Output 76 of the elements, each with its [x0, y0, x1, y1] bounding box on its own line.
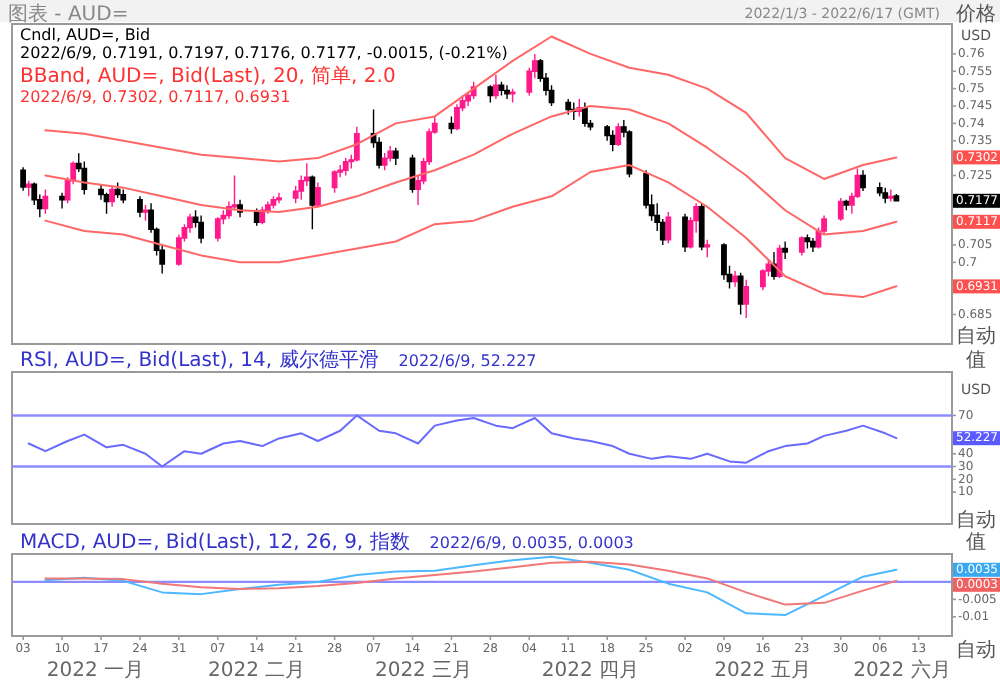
candlestick: [114, 181, 121, 199]
x2-tick-label: 2022 一月: [46, 660, 145, 680]
candlestick: [342, 157, 349, 177]
candlestick: [582, 101, 588, 128]
candlestick: [231, 174, 238, 211]
candlestick: [798, 235, 805, 257]
candlestick: [331, 169, 338, 194]
candlestick: [704, 239, 711, 258]
chart-subtitle: 2022/6/9, 0.0035, 0.0003: [429, 534, 634, 552]
candlestick: [198, 214, 205, 244]
text: 自动: [956, 508, 996, 532]
candlestick: [381, 152, 388, 171]
text: 自动: [956, 324, 996, 348]
line-series: [44, 560, 898, 606]
chart-title: RSI, AUD=, Bid(Last), 14, 威尔德平滑: [20, 348, 379, 372]
candlestick: [309, 174, 316, 231]
candlestick: [387, 145, 394, 163]
annotation: BBand, AUD=, Bid(Last), 20, 简单, 2.0: [20, 64, 396, 88]
candlestick: [759, 268, 766, 291]
candlestick: [876, 181, 883, 198]
candlestick: [837, 197, 844, 222]
candlestick: [353, 126, 360, 163]
candlestick: [109, 185, 116, 208]
candlestick: [120, 188, 127, 204]
annotation: 2022/6/9, 0.7302, 0.7117, 0.6931: [20, 88, 291, 106]
candlestick: [509, 87, 516, 104]
candlestick: [721, 242, 727, 281]
line-series: [44, 164, 898, 299]
y-axis-title: 价格: [954, 2, 996, 26]
candlestick: [882, 186, 889, 204]
candlestick: [665, 211, 672, 244]
candlestick: [782, 240, 789, 260]
x2-tick-label: 2022 六月: [853, 658, 951, 680]
line-series: [44, 555, 898, 617]
candlestick: [843, 199, 850, 211]
candlestick: [743, 279, 750, 319]
candlestick: [810, 237, 816, 253]
candlestick: [20, 166, 27, 192]
candlestick: [276, 192, 282, 204]
text: 自动: [956, 638, 996, 662]
candlestick: [42, 188, 49, 215]
candlestick: [860, 169, 866, 192]
candlestick: [887, 188, 894, 203]
candlestick: [682, 213, 688, 253]
candlestick: [615, 122, 622, 147]
candlestick: [698, 202, 705, 251]
candlestick: [565, 98, 572, 116]
candlestick: [504, 84, 510, 100]
candlestick: [454, 103, 460, 132]
chart-title: MACD, AUD=, Bid(Last), 12, 26, 9, 指数: [20, 530, 410, 554]
line-series: [27, 414, 898, 468]
candlestick: [392, 146, 399, 166]
candlestick: [137, 195, 143, 218]
candlestick: [315, 181, 321, 208]
candlestick: [487, 84, 494, 104]
x2-tick-label: 2022 三月: [374, 660, 473, 680]
candlestick: [804, 233, 811, 250]
candlestick: [493, 74, 499, 100]
annotation: 图表 - AUD=: [8, 2, 129, 26]
candlestick: [25, 180, 32, 198]
chart-title: Cndl, AUD=, Bid: [20, 26, 151, 44]
candlestick: [214, 216, 221, 243]
candlestick: [893, 193, 900, 202]
candlestick: [142, 204, 149, 222]
y-axis-title: 值: [966, 350, 986, 372]
candlestick: [187, 213, 193, 234]
y-axis-title: 值: [966, 532, 986, 554]
x2-tick-label: 2022 五月: [714, 660, 812, 680]
candlestick: [59, 192, 65, 210]
line-series: [44, 105, 898, 236]
x2-tick-label: 2022 四月: [541, 660, 640, 680]
candlestick: [498, 80, 505, 97]
chart-subtitle: 2022/6/9, 52.227: [398, 352, 537, 370]
x2-tick-label: 2022 二月: [208, 660, 306, 680]
text: 2022/6/9, 0.7191, 0.7197, 0.7176, 0.7177, -0.0015, (-0.21%): [20, 44, 508, 62]
candlestick: [732, 270, 738, 288]
